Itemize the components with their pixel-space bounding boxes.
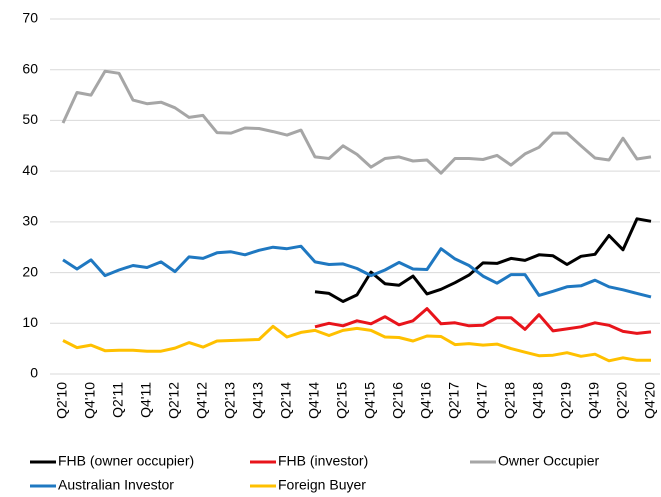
x-tick-label: Q4'13 <box>250 382 266 419</box>
series-line <box>314 217 652 303</box>
x-tick-label: Q4'15 <box>362 382 378 419</box>
x-tick-label: Q2'20 <box>614 382 630 419</box>
series-line <box>62 324 651 363</box>
x-tick-label: Q2'13 <box>222 382 238 419</box>
x-tick-label: Q2'17 <box>446 382 462 419</box>
x-tick-label: Q4'17 <box>474 382 490 419</box>
x-tick-label: Q4'20 <box>642 382 658 419</box>
x-tick-label: Q4'12 <box>194 382 210 419</box>
x-tick-label: Q2'15 <box>334 382 350 419</box>
x-tick-label: Q4'19 <box>586 382 602 419</box>
y-tick-label: 20 <box>22 263 38 279</box>
x-tick-label: Q2'10 <box>54 382 70 419</box>
y-tick-label: 30 <box>22 213 38 229</box>
legend-label: Australian Investor <box>58 477 174 493</box>
x-tick-label: Q4'16 <box>418 382 434 419</box>
y-tick-label: 60 <box>22 60 38 76</box>
x-tick-label: Q2'11 <box>110 382 126 418</box>
y-tick-label: 40 <box>22 162 38 178</box>
series-line <box>62 244 652 299</box>
x-tick-label: Q2'19 <box>558 382 574 419</box>
x-tick-label: Q2'18 <box>502 382 518 419</box>
legend-label: Owner Occupier <box>498 453 599 469</box>
y-tick-label: 0 <box>30 365 38 381</box>
legend-label: FHB (investor) <box>278 453 368 469</box>
series-line <box>314 307 652 335</box>
x-tick-label: Q4'18 <box>530 382 546 419</box>
x-tick-label: Q2'12 <box>166 382 182 419</box>
x-tick-label: Q4'14 <box>306 382 322 419</box>
y-tick-label: 10 <box>22 314 38 330</box>
x-tick-label: Q4'10 <box>82 382 98 419</box>
y-tick-label: 70 <box>22 10 38 26</box>
legend-label: FHB (owner occupier) <box>58 453 194 469</box>
x-tick-label: Q4'11 <box>138 382 154 418</box>
series-line <box>61 69 652 175</box>
x-tick-label: Q2'14 <box>278 382 294 419</box>
legend-label: Foreign Buyer <box>278 477 366 493</box>
x-tick-label: Q2'16 <box>390 382 406 419</box>
y-tick-label: 50 <box>22 111 38 127</box>
